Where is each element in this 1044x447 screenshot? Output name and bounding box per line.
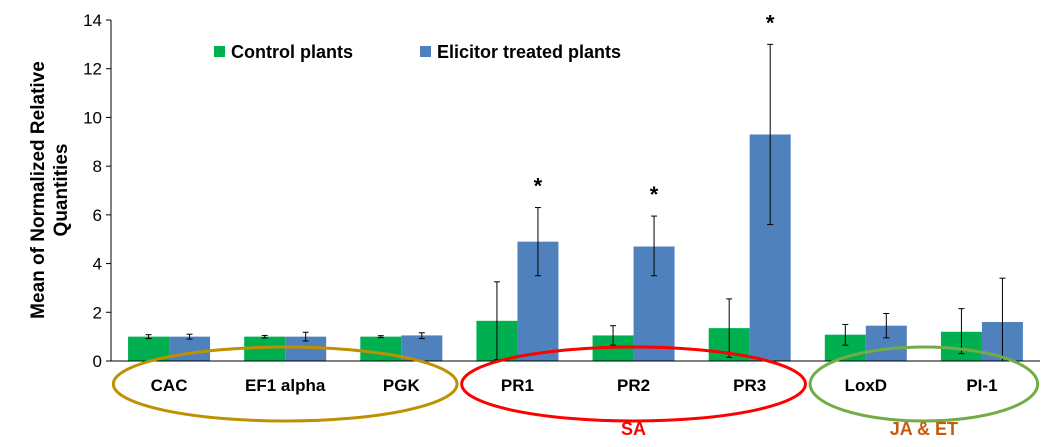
x-category-label: LoxD (845, 376, 888, 395)
group-label: JA & ET (890, 419, 958, 439)
legend-label: Elicitor treated plants (437, 42, 621, 62)
y-axis-title-text: Mean of Normalized Relative Quantities (28, 61, 72, 319)
y-tick-label: 10 (83, 108, 102, 127)
legend: Control plants Elicitor treated plants (214, 42, 621, 62)
significance-star: * (650, 182, 659, 207)
y-axis-title-line: Quantities (51, 144, 72, 237)
error-bars (145, 43, 1006, 362)
legend-swatch (214, 46, 225, 57)
bar-control (360, 336, 402, 361)
significance-markers: * * * (534, 10, 775, 207)
category-labels: CAC EF1 alpha PGK PR1 PR2 PR3 LoxD PI-1 (151, 376, 998, 395)
y-tick-label: 0 (93, 352, 102, 371)
y-tick-label: 8 (93, 157, 102, 176)
significance-star: * (766, 10, 775, 35)
x-category-label: PR3 (733, 376, 766, 395)
x-category-label: PI-1 (966, 376, 997, 395)
group-ellipses: SA JA & ET (111, 345, 1040, 439)
x-category-label: CAC (151, 376, 188, 395)
group-ellipse (808, 345, 1040, 423)
x-category-label: EF1 alpha (245, 376, 326, 395)
axes (110, 20, 1040, 362)
y-axis-ticks: 0 2 4 6 8 10 12 14 (83, 11, 111, 371)
bar-elicitor (169, 336, 211, 361)
y-tick-label: 2 (93, 303, 102, 322)
y-tick-label: 4 (93, 255, 102, 274)
legend-label: Control plants (231, 42, 353, 62)
group-label: SA (621, 419, 646, 439)
y-tick-label: 12 (83, 60, 102, 79)
y-axis-title: Mean of Normalized Relative Quantities (28, 61, 72, 319)
significance-star: * (534, 174, 543, 199)
y-axis-title-line: Mean of Normalized Relative (28, 61, 49, 319)
x-category-label: PR2 (617, 376, 650, 395)
legend-swatch (420, 46, 431, 57)
x-category-label: PR1 (501, 376, 534, 395)
group-ellipse (111, 345, 459, 423)
y-tick-label: 6 (93, 206, 102, 225)
x-category-label: PGK (383, 376, 421, 395)
group-ellipse (460, 345, 807, 423)
bars (128, 134, 1023, 361)
y-tick-label: 14 (83, 11, 102, 30)
